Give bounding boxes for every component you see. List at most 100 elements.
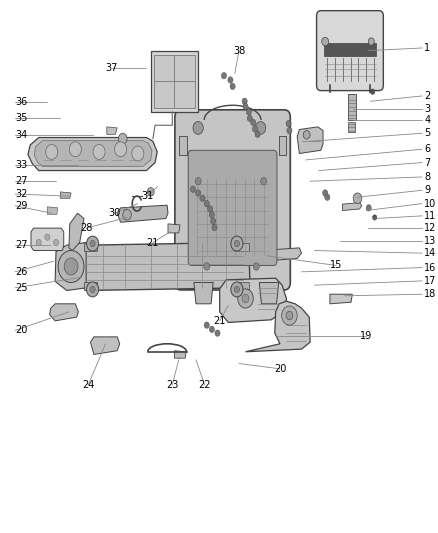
Circle shape <box>204 200 209 207</box>
Text: 22: 22 <box>198 380 211 390</box>
Circle shape <box>200 195 205 201</box>
Text: 2: 2 <box>424 91 431 101</box>
Polygon shape <box>78 243 250 290</box>
Circle shape <box>243 103 248 110</box>
Circle shape <box>215 330 220 336</box>
Circle shape <box>58 251 84 282</box>
Circle shape <box>322 37 328 46</box>
Polygon shape <box>31 228 64 251</box>
Circle shape <box>228 77 233 83</box>
Text: 11: 11 <box>424 211 437 221</box>
Circle shape <box>193 122 203 134</box>
Circle shape <box>255 131 260 138</box>
Circle shape <box>87 282 99 297</box>
Circle shape <box>251 119 256 126</box>
Text: 14: 14 <box>424 248 437 258</box>
FancyBboxPatch shape <box>175 110 290 290</box>
Circle shape <box>368 38 374 45</box>
Circle shape <box>147 188 154 196</box>
Circle shape <box>64 258 78 275</box>
Text: 21: 21 <box>213 316 226 326</box>
Polygon shape <box>69 213 84 251</box>
Bar <box>179 136 187 155</box>
Circle shape <box>287 127 292 134</box>
Text: 37: 37 <box>106 63 118 72</box>
Text: 28: 28 <box>80 223 92 233</box>
Circle shape <box>234 286 240 293</box>
Circle shape <box>195 190 201 196</box>
Circle shape <box>208 206 213 212</box>
Circle shape <box>255 122 266 134</box>
Circle shape <box>93 144 105 159</box>
Text: 27: 27 <box>15 240 28 250</box>
Polygon shape <box>28 138 157 171</box>
Polygon shape <box>55 243 86 290</box>
Circle shape <box>246 109 251 115</box>
Text: 13: 13 <box>424 236 437 246</box>
Bar <box>151 51 198 112</box>
Text: 25: 25 <box>15 283 28 293</box>
Text: 9: 9 <box>424 185 431 195</box>
Text: 35: 35 <box>15 114 28 123</box>
Circle shape <box>303 131 310 139</box>
Circle shape <box>242 98 247 104</box>
Circle shape <box>212 224 217 231</box>
Bar <box>348 122 355 132</box>
Text: 30: 30 <box>108 208 120 218</box>
Circle shape <box>371 89 375 94</box>
Bar <box>324 43 376 56</box>
Circle shape <box>323 190 328 196</box>
Circle shape <box>204 322 209 328</box>
Text: 20: 20 <box>15 326 28 335</box>
Polygon shape <box>297 127 323 154</box>
Polygon shape <box>330 294 352 304</box>
Polygon shape <box>168 224 180 233</box>
Circle shape <box>252 126 258 132</box>
Circle shape <box>353 193 362 204</box>
Circle shape <box>286 311 293 320</box>
Text: 23: 23 <box>166 380 178 390</box>
Circle shape <box>253 263 259 270</box>
Polygon shape <box>117 205 168 222</box>
Text: 12: 12 <box>424 223 437 233</box>
Text: 8: 8 <box>424 172 431 182</box>
Circle shape <box>118 133 127 144</box>
Polygon shape <box>246 301 310 352</box>
Text: 27: 27 <box>15 176 28 186</box>
Text: 36: 36 <box>15 98 27 107</box>
Circle shape <box>132 146 144 161</box>
Text: 19: 19 <box>360 331 372 341</box>
Polygon shape <box>84 243 97 251</box>
Text: 20: 20 <box>274 364 286 374</box>
Circle shape <box>231 282 243 297</box>
Text: 5: 5 <box>424 128 431 138</box>
Circle shape <box>123 209 131 220</box>
Bar <box>154 55 194 108</box>
Circle shape <box>191 186 195 192</box>
Circle shape <box>366 205 371 211</box>
Polygon shape <box>35 141 152 166</box>
Text: 34: 34 <box>15 130 27 140</box>
Bar <box>348 94 356 120</box>
Polygon shape <box>194 282 213 304</box>
Circle shape <box>87 236 99 251</box>
Circle shape <box>282 306 297 325</box>
Text: 33: 33 <box>15 160 27 170</box>
FancyBboxPatch shape <box>188 150 277 265</box>
Circle shape <box>69 142 81 157</box>
Circle shape <box>195 177 201 185</box>
Text: 7: 7 <box>424 158 431 167</box>
Text: 32: 32 <box>15 189 28 199</box>
Circle shape <box>90 286 95 293</box>
Text: 24: 24 <box>82 380 95 390</box>
Circle shape <box>90 240 95 247</box>
Bar <box>279 136 286 155</box>
Circle shape <box>204 263 210 270</box>
Polygon shape <box>91 337 120 354</box>
Polygon shape <box>259 282 279 304</box>
Circle shape <box>238 289 253 308</box>
Polygon shape <box>107 127 117 134</box>
Polygon shape <box>49 304 78 321</box>
Text: 29: 29 <box>15 201 28 211</box>
Text: 16: 16 <box>424 263 437 272</box>
